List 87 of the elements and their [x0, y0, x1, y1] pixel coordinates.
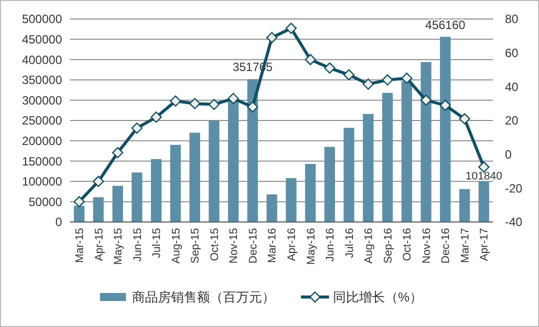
- point: [92, 176, 104, 187]
- x-tick-label: Mar-16: [266, 228, 279, 263]
- point: [343, 69, 355, 80]
- legend-label: 同比增长（%）: [333, 290, 423, 305]
- bar: [344, 128, 354, 222]
- bar: [324, 146, 335, 222]
- point: [382, 74, 394, 86]
- x-tick-label: May-15: [112, 228, 125, 265]
- bar: [208, 120, 220, 222]
- point: [420, 94, 432, 106]
- bar: [170, 144, 181, 222]
- y2-tick-label: 0: [505, 148, 512, 162]
- x-tick-label: Apr-17: [478, 228, 491, 262]
- y2-tick-label: -20: [505, 181, 523, 196]
- data-label: 456160: [425, 18, 466, 32]
- x-tick-label: Sep-16: [382, 228, 394, 264]
- bar: [305, 164, 316, 222]
- bar: [401, 81, 412, 222]
- point: [362, 78, 374, 90]
- bar: [74, 206, 84, 222]
- y-tick-label: 350000: [22, 73, 62, 88]
- legend-label: 商品房销售额（百万元）: [132, 290, 275, 305]
- point: [150, 112, 162, 123]
- x-tick-label: May-16: [305, 228, 318, 265]
- data-label: 101840: [465, 170, 502, 183]
- x-tick-label: Oct-16: [402, 228, 414, 262]
- x-tick-label: Sep-15: [190, 228, 202, 264]
- bar: [286, 178, 296, 222]
- y-tick-label: 0: [55, 215, 62, 230]
- point: [286, 22, 297, 34]
- y-tick-label: 300000: [22, 93, 62, 108]
- y-tick-label: 100000: [22, 174, 62, 189]
- x-tick-label: Jun-16: [324, 228, 337, 262]
- y2-tick-label: 80: [505, 12, 519, 26]
- y-tick-label: 200000: [22, 134, 62, 148]
- bar: [362, 114, 374, 222]
- y-tick-label: 250000: [22, 114, 62, 128]
- y2-tick-label: 60: [505, 46, 519, 60]
- x-tick-label: Aug-15: [170, 228, 182, 264]
- x-tick-label: Nov-16: [420, 228, 433, 264]
- point: [189, 98, 200, 110]
- point: [458, 113, 470, 124]
- x-tick-label: Jul-15: [151, 228, 164, 258]
- y-tick-label: 400000: [22, 52, 62, 67]
- point: [170, 95, 182, 107]
- x-tick-label: Dec-16: [440, 228, 452, 264]
- x-tick-label: Aug-16: [363, 228, 376, 264]
- bar: [189, 132, 200, 222]
- bar: [132, 172, 142, 222]
- bar: [150, 159, 162, 222]
- x-tick-label: Oct-15: [208, 228, 221, 262]
- y2-tick-label: 20: [505, 114, 519, 128]
- point: [74, 196, 85, 208]
- point: [440, 100, 451, 111]
- point: [131, 122, 143, 134]
- x-tick-label: Dec-15: [247, 228, 260, 264]
- bar: [93, 197, 104, 222]
- y-tick-label: 50000: [28, 194, 62, 209]
- point: [266, 32, 278, 44]
- point: [304, 54, 316, 66]
- x-tick-label: Mar-17: [459, 228, 472, 263]
- bar: [247, 79, 258, 222]
- y2-tick-label: 40: [505, 80, 519, 94]
- x-tick-label: Jun-15: [132, 228, 144, 262]
- x-tick-label: Nov-15: [228, 228, 240, 264]
- x-tick-label: Jul-16: [344, 228, 356, 258]
- x-tick-label: Apr-15: [93, 228, 106, 262]
- y2-tick-label: -40: [505, 215, 523, 230]
- y-tick-label: 150000: [22, 154, 62, 168]
- y-tick-label: 450000: [22, 32, 62, 46]
- y-tick-label: 500000: [22, 12, 62, 26]
- bar: [266, 194, 278, 222]
- bar: [228, 100, 239, 222]
- point: [112, 147, 124, 158]
- point: [208, 98, 220, 110]
- point: [228, 92, 239, 104]
- x-tick-label: Apr-16: [286, 228, 298, 262]
- bar: [112, 186, 123, 222]
- bar: [420, 62, 432, 222]
- x-tick-label: Mar-15: [74, 228, 86, 263]
- bar: [382, 92, 393, 222]
- bar: [459, 189, 470, 222]
- point: [324, 62, 336, 74]
- point: [246, 101, 258, 113]
- point: [401, 72, 412, 84]
- bar: [440, 36, 451, 222]
- bar: [478, 180, 490, 222]
